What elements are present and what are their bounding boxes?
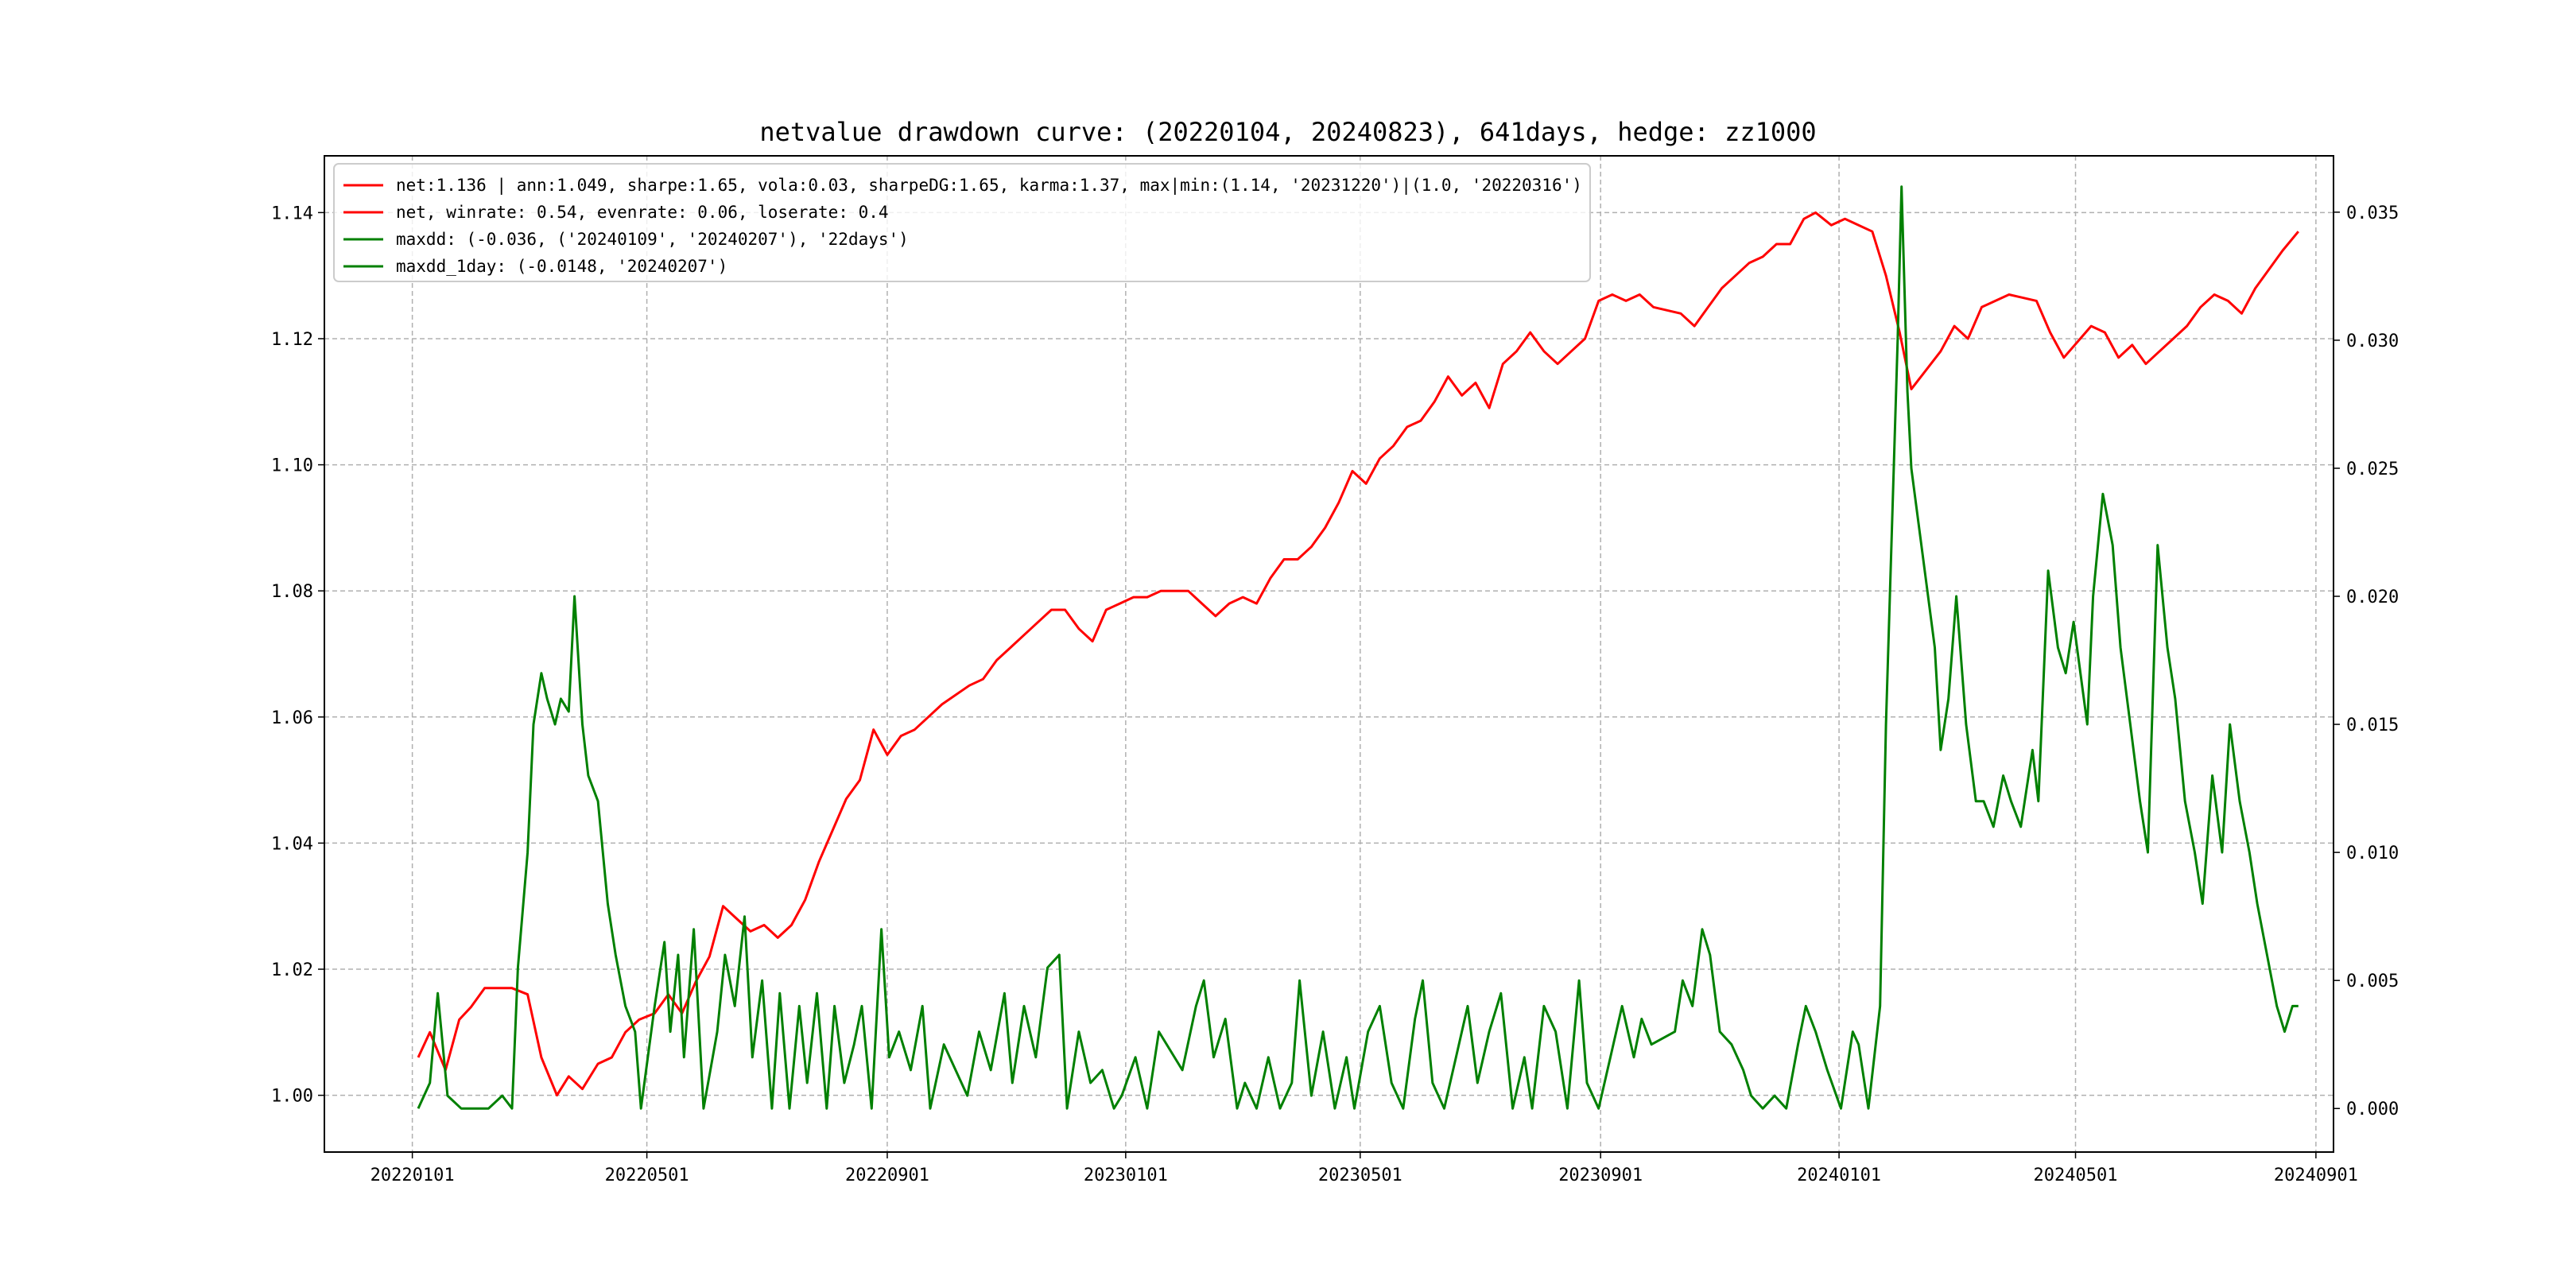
right-y-tick-label-2: 0.010 — [2346, 844, 2399, 863]
right-y-tick-label-6: 0.030 — [2346, 332, 2399, 351]
x-tick-label-7: 20240501 — [2034, 1166, 2118, 1185]
series-line-maxdd-1day — [417, 185, 2299, 1110]
right-y-axis: 0.000 0.005 0.010 0.015 0.020 0.025 0.030 0.035 — [2334, 204, 2399, 1119]
right-y-tick-label-5: 0.025 — [2346, 460, 2399, 479]
legend-entry-maxdd-1day: maxdd_1day: (-0.0148, '20240207') — [343, 257, 727, 276]
left-y-tick-label-1: 1.02 — [271, 960, 313, 980]
left-y-tick-label-3: 1.06 — [271, 708, 313, 728]
legend-box — [333, 163, 1591, 282]
right-y-tick-label-1: 0.005 — [2346, 972, 2399, 991]
x-tick-label-1: 20220501 — [605, 1166, 689, 1185]
legend-label-maxdd: maxdd: (-0.036, ('20240109', '20240207')… — [396, 230, 909, 249]
legend-entry-net: net:1.136 | ann:1.049, sharpe:1.65, vola… — [343, 176, 1582, 196]
legend-label-winrate: net, winrate: 0.54, evenrate: 0.06, lose… — [396, 203, 889, 222]
left-y-tick-label-0: 1.00 — [271, 1087, 313, 1107]
left-y-tick-label-4: 1.08 — [271, 582, 313, 602]
legend-label-maxdd-1day: maxdd_1day: (-0.0148, '20240207') — [396, 257, 727, 276]
chart-title: netvalue drawdown curve: (20220104, 2024… — [759, 117, 1816, 147]
plot-frame — [324, 155, 2334, 1153]
right-y-tick-label-3: 0.015 — [2346, 716, 2399, 735]
x-tick-label-4: 20230501 — [1318, 1166, 1402, 1185]
left-y-axis: 1.00 1.02 1.04 1.06 1.08 1.10 1.12 1.14 — [271, 204, 324, 1107]
left-y-tick-label-5: 1.10 — [271, 456, 313, 476]
x-tick-label-0: 20220101 — [370, 1166, 455, 1185]
x-tick-label-2: 20220901 — [845, 1166, 929, 1185]
x-tick-label-6: 20240101 — [1797, 1166, 1881, 1185]
right-y-tick-label-4: 0.020 — [2346, 588, 2399, 607]
legend-label-net: net:1.136 | ann:1.049, sharpe:1.65, vola… — [396, 176, 1582, 196]
x-tick-label-3: 20230101 — [1084, 1166, 1168, 1185]
legend: net:1.136 | ann:1.049, sharpe:1.65, vola… — [333, 163, 1591, 282]
right-y-tick-label-7: 0.035 — [2346, 204, 2399, 223]
right-y-tick-label-0: 0.000 — [2346, 1100, 2399, 1119]
legend-entry-maxdd: maxdd: (-0.036, ('20240109', '20240207')… — [343, 230, 909, 249]
x-tick-label-5: 20230901 — [1558, 1166, 1643, 1185]
x-axis: 20220101 20220501 20220901 20230101 20230501… — [370, 1152, 2358, 1185]
series-layer — [417, 185, 2299, 1110]
left-y-tick-label-6: 1.12 — [271, 330, 313, 350]
left-y-tick-label-2: 1.04 — [271, 834, 313, 854]
series-line-net — [417, 211, 2299, 1097]
x-tick-label-8: 20240901 — [2274, 1166, 2358, 1185]
left-y-tick-label-7: 1.14 — [271, 204, 313, 223]
legend-entry-winrate: net, winrate: 0.54, evenrate: 0.06, lose… — [343, 203, 889, 222]
